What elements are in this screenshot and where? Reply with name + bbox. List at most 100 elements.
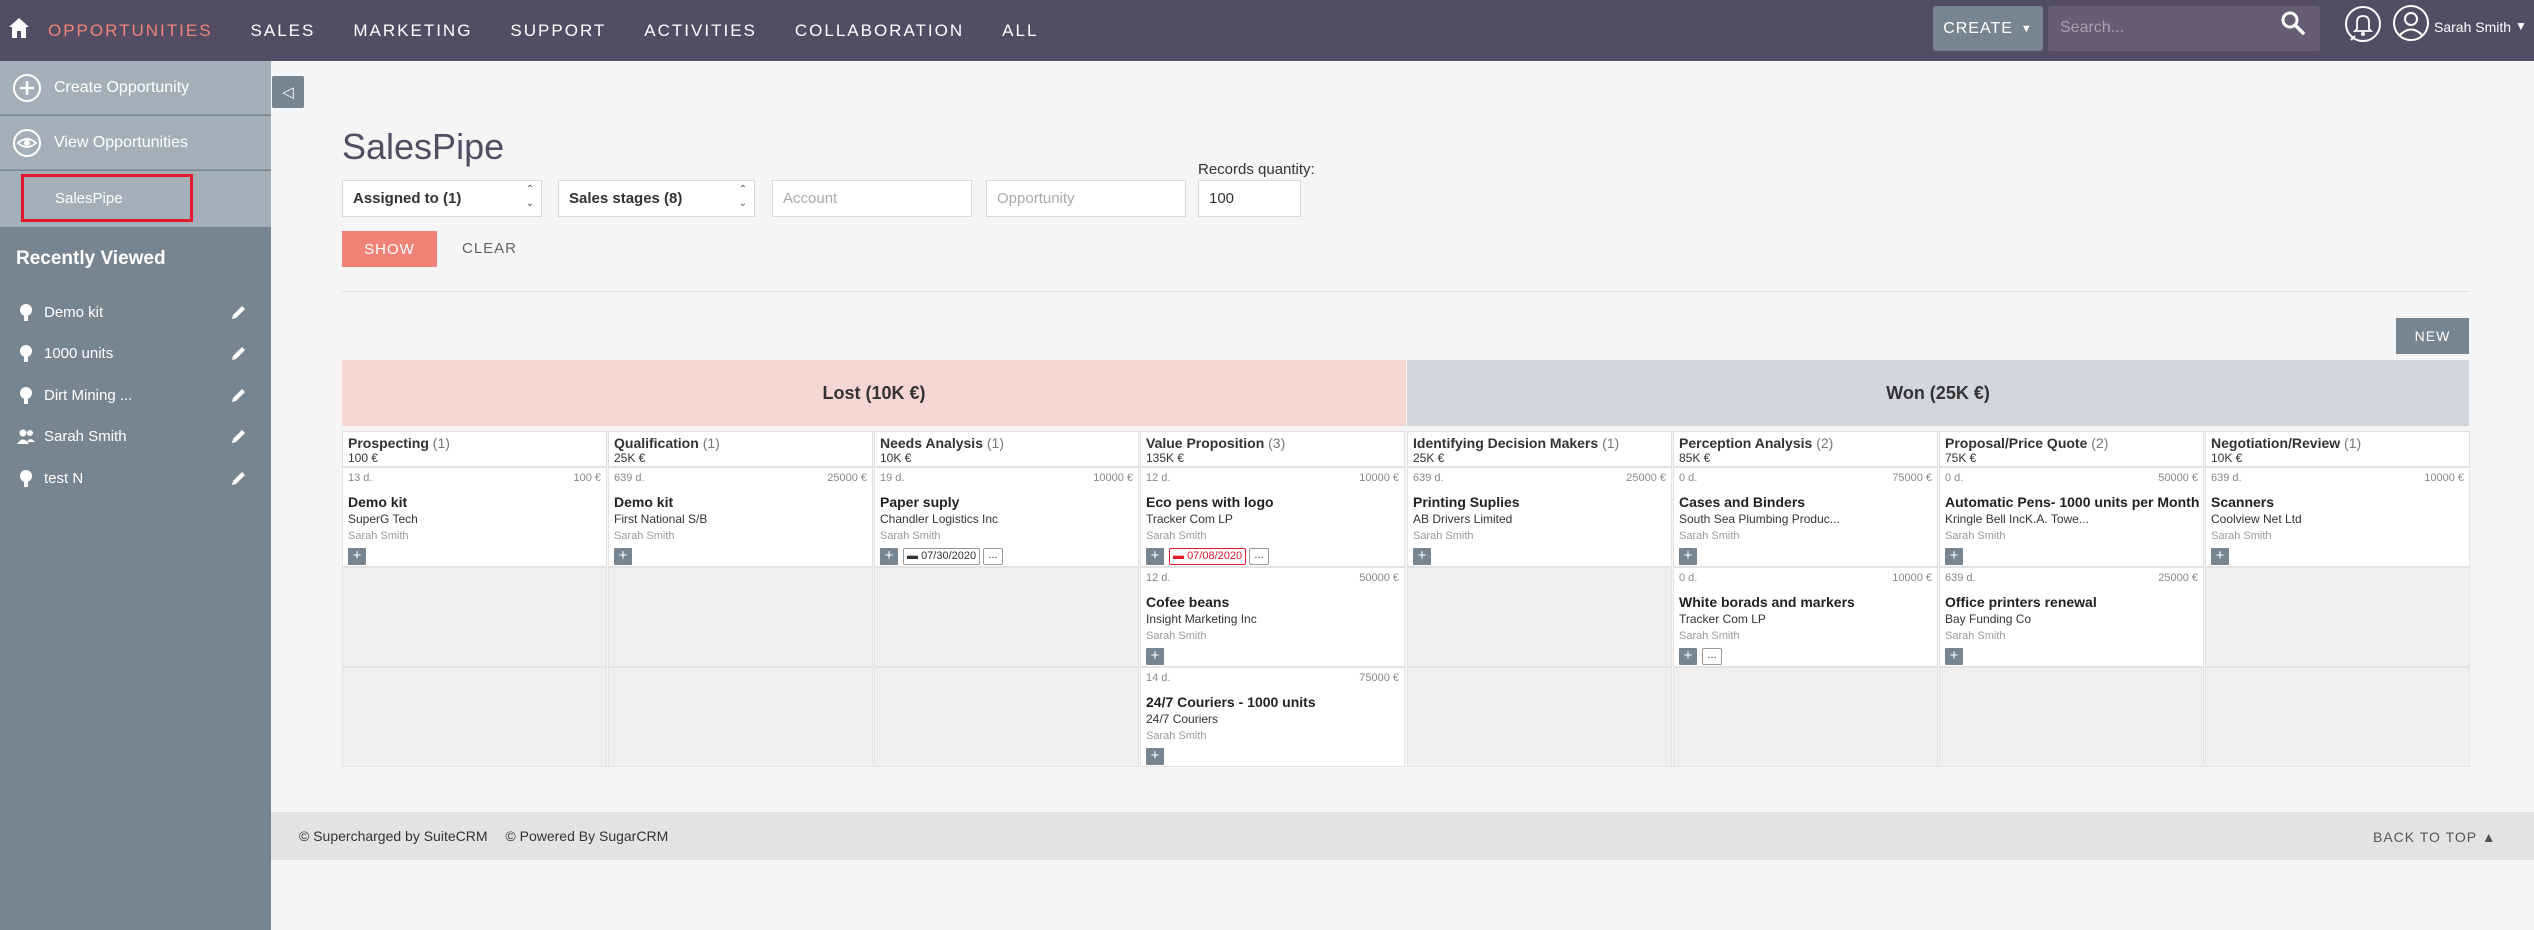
card-account[interactable]: AB Drivers Limited [1413,512,1513,526]
nav-all[interactable]: ALL [1002,20,1039,40]
recent-item[interactable]: Demo kit [0,293,271,333]
opportunity-card[interactable]: 0 d. 75000 € Cases and Binders South Sea Pl… [1673,467,1938,567]
add-activity-icon[interactable]: + [1146,748,1164,765]
assigned-to-select[interactable]: Assigned to (1) ⌃ ⌄ [342,180,542,217]
pencil-icon[interactable] [230,303,248,321]
activity-date: 07/30/2020 [921,550,977,562]
create-button[interactable]: CREATE ▼ [1933,6,2043,51]
records-quantity-input[interactable] [1198,180,1301,217]
opportunity-card[interactable]: 13 d. 100 € Demo kit SuperG Tech Sarah Smith… [342,467,607,567]
card-account[interactable]: Tracker Com LP [1679,612,1766,626]
add-activity-icon[interactable]: + [1679,548,1697,565]
pencil-icon[interactable] [230,469,248,487]
create-opportunity-action[interactable]: Create Opportunity [0,61,271,115]
card-opportunity-name[interactable]: Scanners [2211,494,2275,510]
nav-support[interactable]: SUPPORT [510,20,607,40]
card-account[interactable]: SuperG Tech [348,512,418,526]
nav-sales[interactable]: SALES [250,20,316,40]
card-account[interactable]: Bay Funding Co [1945,612,2032,626]
card-account[interactable]: Chandler Logistics Inc [880,512,999,526]
more-icon[interactable]: ... [1249,548,1269,565]
stage-amount: 85K € [1679,451,1711,465]
opportunity-card[interactable]: 639 d. 10000 € Scanners Coolview Net Ltd Sar… [2205,467,2470,567]
nav-marketing[interactable]: MARKETING [353,20,473,40]
add-activity-icon[interactable]: + [348,548,366,565]
add-activity-icon[interactable]: + [2211,548,2229,565]
opportunity-card[interactable]: 12 d. 10000 € Eco pens with logo Tracker Co… [1140,467,1405,567]
card-account[interactable]: 24/7 Couriers [1146,712,1219,726]
recent-item[interactable]: Dirt Mining ... [0,376,271,416]
card-opportunity-name[interactable]: Demo kit [348,494,408,510]
opportunity-input[interactable] [986,180,1186,217]
card-account[interactable]: Coolview Net Ltd [2211,512,2302,526]
card-opportunity-name[interactable]: 24/7 Couriers - 1000 units [1146,694,1316,710]
user-name[interactable]: Sarah Smith [2434,19,2512,35]
clear-button[interactable]: CLEAR [462,240,518,257]
activity-date-badge[interactable]: ▬ 07/30/2020 [903,548,981,565]
add-activity-icon[interactable]: + [614,548,632,565]
opportunity-card[interactable]: 639 d. 25000 € Demo kit First National S/B S… [608,467,873,567]
nav-collaboration[interactable]: COLLABORATION [794,20,965,40]
opportunity-card[interactable]: 0 d. 10000 € White borads and markers Track… [1673,567,1938,667]
card-days: 0 d. [1679,572,1698,584]
view-opportunities-action[interactable]: View Opportunities [0,116,271,170]
activity-date: 07/08/2020 [1187,550,1243,562]
card-opportunity-name[interactable]: White borads and markers [1679,594,1855,610]
card-opportunity-name[interactable]: Paper suply [880,494,960,510]
add-activity-icon[interactable]: + [1146,548,1164,565]
add-activity-icon[interactable]: + [1945,548,1963,565]
add-activity-icon[interactable]: + [1679,648,1697,665]
account-input[interactable] [772,180,972,217]
opportunity-card[interactable]: 639 d. 25000 € Printing Suplies AB Drivers … [1407,467,1672,567]
suitecrm-credit[interactable]: © Supercharged by SuiteCRM [299,828,488,844]
pencil-icon[interactable] [230,427,248,445]
card-days: 0 d. [1679,472,1698,484]
card-opportunity-name[interactable]: Eco pens with logo [1146,494,1274,510]
pencil-icon[interactable] [230,386,248,404]
sugarcrm-credit[interactable]: © Powered By SugarCRM [505,828,669,844]
opportunity-card[interactable]: 639 d. 25000 € Office printers renewal Bay … [1939,567,2204,667]
card-opportunity-name[interactable]: Automatic Pens- 1000 units per Month [1945,494,2200,510]
sidebar-collapse-icon[interactable]: ◁ [272,76,304,108]
add-activity-icon[interactable]: + [880,548,898,565]
recent-item[interactable]: test N [0,459,271,499]
card-account[interactable]: Kringle Bell IncK.A. Towe... [1945,512,2089,526]
add-activity-icon[interactable]: + [1146,648,1164,665]
more-icon[interactable]: ... [983,548,1003,565]
nav-activities[interactable]: ACTIVITIES [644,20,757,40]
card-opportunity-name[interactable]: Demo kit [614,494,674,510]
card-account[interactable]: First National S/B [614,512,708,526]
add-activity-icon[interactable]: + [1945,648,1963,665]
card-account[interactable]: Insight Marketing Inc [1146,612,1257,626]
opportunity-card[interactable]: 19 d. 10000 € Paper suply Chandler Logistic… [874,467,1139,567]
search-input[interactable] [2060,16,2260,40]
user-menu-caret-icon[interactable]: ▼ [2515,19,2527,33]
opportunity-card[interactable]: 0 d. 50000 € Automatic Pens- 1000 units pe… [1939,467,2204,567]
new-button[interactable]: NEW [2396,318,2469,354]
add-activity-icon[interactable]: + [1413,548,1431,565]
card-account[interactable]: Tracker Com LP [1146,512,1233,526]
recent-item[interactable]: Sarah Smith [0,417,271,457]
opportunity-card[interactable]: 12 d. 50000 € Cofee beans Insight Marketing… [1140,567,1405,667]
activity-date-badge[interactable]: ▬ 07/08/2020 [1169,548,1247,565]
card-opportunity-name[interactable]: Printing Suplies [1413,494,1520,510]
user-avatar-icon[interactable] [2392,4,2430,42]
card-amount: 25000 € [1626,472,1666,484]
card-opportunity-name[interactable]: Cofee beans [1146,594,1230,610]
home-icon[interactable] [8,16,30,40]
card-amount: 50000 € [2158,472,2198,484]
sales-stages-select[interactable]: Sales stages (8) ⌃ ⌄ [558,180,755,217]
notification-bell-icon[interactable] [2343,4,2383,46]
show-button[interactable]: SHOW [342,231,437,267]
back-to-top-link[interactable]: BACK TO TOP ▲ [2373,829,2497,845]
pencil-icon[interactable] [230,344,248,362]
recent-item[interactable]: 1000 units [0,334,271,374]
card-account[interactable]: South Sea Plumbing Produc... [1679,512,1840,526]
nav-opportunities[interactable]: OPPORTUNITIES [48,20,213,40]
more-icon[interactable]: ... [1702,648,1722,665]
card-opportunity-name[interactable]: Cases and Binders [1679,494,1806,510]
card-opportunity-name[interactable]: Office printers renewal [1945,594,2097,610]
opportunity-card[interactable]: 14 d. 75000 € 24/7 Couriers - 1000 units 24… [1140,667,1405,767]
salespipe-action[interactable]: SalesPipe [0,171,271,227]
search-icon[interactable] [2280,10,2306,36]
